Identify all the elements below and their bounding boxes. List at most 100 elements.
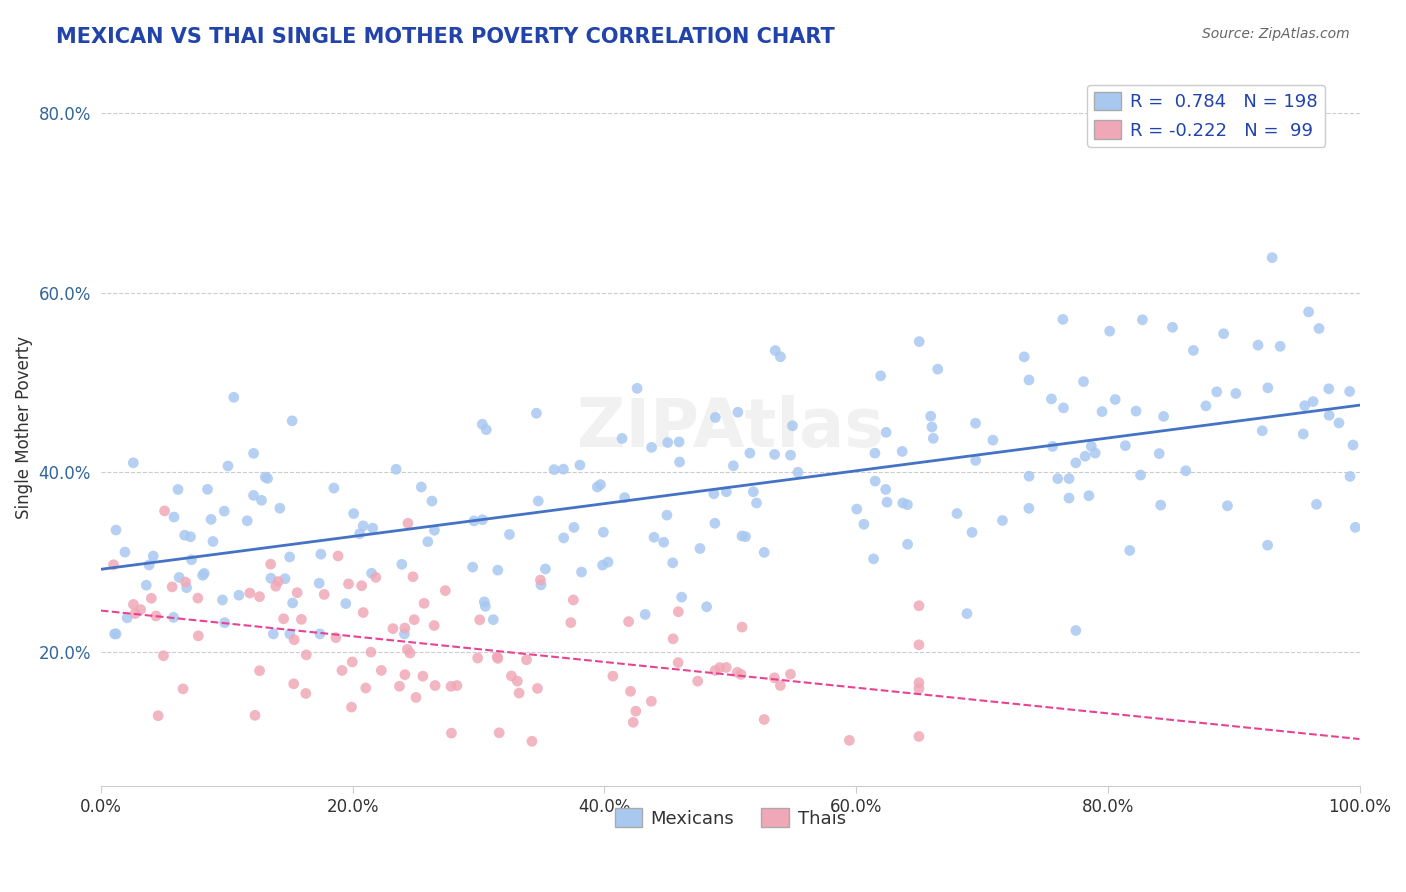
Point	[624, 704, 647, 718]
Point	[686, 674, 709, 689]
Point	[626, 381, 648, 395]
Point	[211, 593, 233, 607]
Point	[340, 700, 363, 714]
Point	[325, 631, 347, 645]
Point	[115, 611, 138, 625]
Point	[703, 487, 725, 501]
Point	[852, 517, 875, 532]
Point	[779, 448, 801, 462]
Point	[474, 599, 496, 614]
Point	[1129, 468, 1152, 483]
Y-axis label: Single Mother Poverty: Single Mother Poverty	[15, 336, 32, 519]
Point	[461, 560, 484, 574]
Point	[201, 534, 224, 549]
Point	[1064, 456, 1087, 470]
Point	[350, 579, 373, 593]
Point	[138, 558, 160, 572]
Point	[730, 667, 752, 681]
Point	[586, 480, 609, 494]
Point	[716, 484, 738, 499]
Point	[696, 599, 718, 614]
Point	[326, 549, 349, 563]
Point	[105, 523, 128, 537]
Point	[1257, 381, 1279, 395]
Point	[592, 558, 614, 573]
Point	[364, 570, 387, 584]
Point	[411, 480, 433, 494]
Point	[352, 519, 374, 533]
Point	[763, 343, 786, 358]
Point	[689, 541, 711, 556]
Point	[734, 530, 756, 544]
Point	[103, 558, 125, 572]
Point	[1294, 399, 1316, 413]
Point	[1339, 469, 1361, 483]
Point	[1153, 409, 1175, 424]
Point	[1018, 373, 1040, 387]
Point	[668, 455, 690, 469]
Point	[520, 734, 543, 748]
Point	[640, 441, 662, 455]
Point	[782, 418, 804, 433]
Point	[405, 690, 427, 705]
Point	[187, 591, 209, 606]
Point	[236, 514, 259, 528]
Point	[179, 530, 201, 544]
Point	[613, 491, 636, 505]
Point	[763, 447, 786, 461]
Point	[162, 610, 184, 624]
Point	[1268, 339, 1291, 353]
Point	[610, 432, 633, 446]
Point	[1118, 543, 1140, 558]
Point	[745, 496, 768, 510]
Point	[1247, 338, 1270, 352]
Point	[908, 334, 931, 349]
Point	[146, 708, 169, 723]
Point	[193, 566, 215, 581]
Point	[222, 390, 245, 404]
Point	[991, 513, 1014, 527]
Point	[167, 483, 190, 497]
Text: ZIPAtlas: ZIPAtlas	[576, 394, 883, 460]
Text: MEXICAN VS THAI SINGLE MOTHER POVERTY CORRELATION CHART: MEXICAN VS THAI SINGLE MOTHER POVERTY CO…	[56, 27, 835, 46]
Point	[1052, 401, 1074, 415]
Point	[399, 646, 422, 660]
Point	[920, 409, 942, 424]
Point	[891, 444, 914, 458]
Point	[876, 495, 898, 509]
Point	[463, 514, 485, 528]
Point	[187, 629, 209, 643]
Point	[786, 465, 808, 479]
Point	[1257, 538, 1279, 552]
Point	[283, 677, 305, 691]
Point	[278, 627, 301, 641]
Point	[1084, 446, 1107, 460]
Point	[174, 575, 197, 590]
Point	[370, 664, 392, 678]
Point	[731, 620, 754, 634]
Point	[1091, 404, 1114, 418]
Point	[1018, 501, 1040, 516]
Point	[486, 649, 509, 664]
Point	[142, 549, 165, 563]
Point	[725, 665, 748, 680]
Point	[1317, 409, 1340, 423]
Point	[596, 555, 619, 569]
Point	[1147, 447, 1170, 461]
Point	[779, 667, 801, 681]
Point	[1150, 498, 1173, 512]
Point	[488, 726, 510, 740]
Point	[1212, 326, 1234, 341]
Point	[1125, 404, 1147, 418]
Point	[1046, 472, 1069, 486]
Point	[965, 416, 987, 430]
Point	[1080, 439, 1102, 453]
Point	[703, 516, 725, 531]
Point	[1073, 375, 1095, 389]
Point	[571, 565, 593, 579]
Point	[723, 458, 745, 473]
Point	[342, 655, 364, 669]
Point	[946, 507, 969, 521]
Point	[956, 607, 979, 621]
Point	[602, 669, 624, 683]
